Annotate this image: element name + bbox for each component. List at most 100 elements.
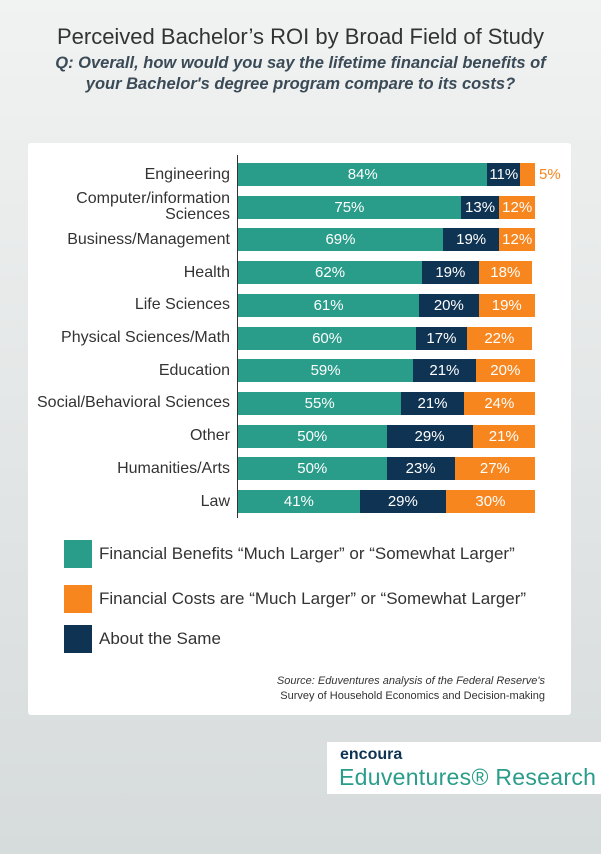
bar-segment xyxy=(520,163,535,186)
bar-segment xyxy=(386,457,455,481)
logo-name: Eduventures® Research xyxy=(339,764,597,790)
bar-segment xyxy=(466,326,533,350)
bar-segment xyxy=(475,359,535,383)
bar-segment xyxy=(478,293,535,317)
legend-swatch xyxy=(64,540,92,568)
source-note: Source: Eduventures analysis of the Fede… xyxy=(276,675,545,687)
category-text: Physical Sciences/Math xyxy=(61,329,230,346)
bar-segment xyxy=(238,163,488,186)
value-label: 17% xyxy=(426,329,457,347)
legend-swatch xyxy=(64,585,92,613)
value-label: 13% xyxy=(465,198,496,216)
category-text: Law xyxy=(200,492,230,510)
chart-title: Perceived Bachelor’s ROI by Broad Field … xyxy=(56,24,545,49)
value-label: 30% xyxy=(475,493,506,510)
value-label: 21% xyxy=(488,427,519,445)
bar-segment xyxy=(238,424,387,448)
value-label: 59% xyxy=(310,362,341,380)
value-label: 41% xyxy=(283,493,314,510)
bar-segment xyxy=(499,195,535,219)
category-text: Engineering xyxy=(144,165,230,183)
bar-segment xyxy=(487,163,521,186)
bar-segment xyxy=(454,457,535,481)
legend-label: About the Same xyxy=(99,629,221,648)
bar-segment xyxy=(445,490,535,513)
value-label: 24% xyxy=(484,394,515,412)
value-label: 20% xyxy=(433,296,464,314)
category-text: Education xyxy=(158,361,230,379)
category-label: Engineering xyxy=(0,158,230,191)
category-label: Other xyxy=(0,420,230,453)
bar-segment xyxy=(499,228,535,252)
category-text: Social/Behavioral Sciences xyxy=(37,394,230,412)
value-label: 84% xyxy=(347,166,378,183)
category-text: Business/Management xyxy=(67,230,230,248)
value-label: 61% xyxy=(313,296,344,314)
value-label: 11% xyxy=(489,166,519,183)
bar-segment xyxy=(460,195,500,219)
value-label: 75% xyxy=(334,198,365,216)
legend-swatch xyxy=(64,625,92,653)
bar-segment xyxy=(416,326,467,350)
category-label: Health xyxy=(0,256,230,289)
logo-brand: encoura xyxy=(340,746,403,763)
bar-segment xyxy=(478,261,533,285)
value-label: 20% xyxy=(490,362,521,380)
category-text: Computer/information Sciences xyxy=(76,190,230,224)
category-text: Humanities/Arts xyxy=(117,459,230,477)
bar-segment xyxy=(419,293,479,317)
value-label: 19% xyxy=(491,296,522,314)
bar-segment xyxy=(413,359,476,383)
category-label: Business/Management xyxy=(0,223,230,256)
value-label: 12% xyxy=(502,198,533,216)
value-label: 12% xyxy=(502,231,533,249)
bar-segment xyxy=(422,261,479,285)
axis-line xyxy=(237,155,238,518)
value-label: 21% xyxy=(417,394,448,412)
bar-segment xyxy=(401,391,464,415)
bar-segment xyxy=(238,359,414,383)
category-text: Other xyxy=(189,427,230,445)
value-label: 29% xyxy=(414,427,445,445)
bar-segment xyxy=(386,424,473,448)
value-label: 62% xyxy=(315,264,346,282)
legend-label: Financial Benefits “Much Larger” or “Som… xyxy=(99,544,515,563)
bar-segment xyxy=(238,457,387,481)
value-label: 55% xyxy=(304,394,335,412)
value-label: 23% xyxy=(405,460,436,478)
value-label: 22% xyxy=(484,329,515,347)
bar-segment xyxy=(463,391,535,415)
category-label: Life Sciences xyxy=(0,289,230,322)
category-label: Computer/information Sciences xyxy=(0,191,230,224)
legend-label: Financial Costs are “Much Larger” or “So… xyxy=(99,589,527,608)
value-label: 50% xyxy=(297,427,328,445)
bar-segment xyxy=(238,391,402,415)
bar-segment xyxy=(238,293,420,317)
source-note: Survey of Household Economics and Decisi… xyxy=(280,690,545,702)
bar-segment xyxy=(472,424,535,448)
chart-subtitle: Q: Overall, how would you say the lifeti… xyxy=(55,54,546,93)
value-label: 19% xyxy=(435,264,466,282)
value-label: 18% xyxy=(490,264,521,282)
category-label: Law xyxy=(0,485,230,518)
bar-segment xyxy=(238,261,423,285)
category-label: Humanities/Arts xyxy=(0,452,230,485)
value-label: 50% xyxy=(297,460,328,478)
category-label: Social/Behavioral Sciences xyxy=(0,387,230,420)
category-text: Life Sciences xyxy=(134,296,230,314)
value-label: 60% xyxy=(312,329,343,347)
value-label: 19% xyxy=(456,231,487,249)
logo: encoura Eduventures® Research xyxy=(327,742,601,794)
bar-segment xyxy=(359,490,446,513)
category-label: Physical Sciences/Math xyxy=(0,322,230,355)
bar-segment xyxy=(238,228,443,252)
value-label: 27% xyxy=(479,460,510,478)
value-label: 21% xyxy=(429,362,460,380)
bar-segment xyxy=(238,326,417,350)
bar-segment xyxy=(238,490,360,513)
category-text: Health xyxy=(183,263,230,281)
category-label: Education xyxy=(0,354,230,387)
bar-segment xyxy=(442,228,500,252)
value-label: 5% xyxy=(539,166,561,183)
